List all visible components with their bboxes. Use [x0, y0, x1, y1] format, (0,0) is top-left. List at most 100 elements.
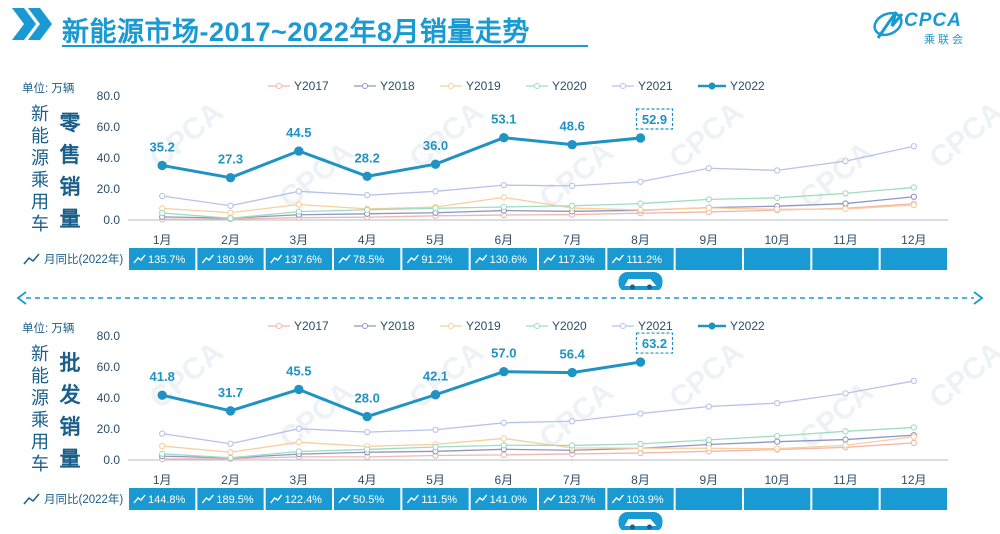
data-point-Y2022 — [294, 146, 304, 156]
x-tick-label: 3月 — [289, 473, 308, 487]
data-point-Y2019 — [227, 449, 234, 456]
logo-text: CPCA — [904, 10, 962, 31]
data-point-Y2019 — [295, 201, 302, 208]
data-point-Y2020 — [364, 206, 371, 213]
car-icon — [624, 519, 657, 526]
x-tick-label: 6月 — [494, 473, 513, 487]
data-point-Y2021 — [500, 181, 507, 189]
data-point-Y2021 — [500, 419, 507, 426]
data-point-Y2021 — [910, 377, 917, 385]
series-line-Y2022 — [161, 360, 641, 419]
data-point-Y2022 — [499, 132, 509, 143]
metric-label-char: 售 — [60, 143, 81, 167]
yoy-cell — [675, 248, 742, 270]
x-tick-label: 5月 — [426, 473, 445, 487]
yoy-cell — [402, 488, 469, 510]
data-point-Y2021 — [637, 410, 644, 417]
y-tick-label: 60.0 — [97, 360, 121, 374]
data-point-Y2022 — [499, 366, 509, 377]
data-point-Y2022 — [635, 133, 646, 143]
legend-label: Y2019 — [466, 319, 501, 333]
data-point-Y2022 — [362, 171, 372, 181]
title-underline — [62, 45, 588, 47]
watermark-text: CPCA — [793, 375, 879, 455]
side-label-char: 乘 — [31, 410, 49, 430]
data-point-Y2020 — [774, 194, 781, 201]
series-line-Y2018 — [162, 434, 914, 459]
point-label: 35.2 — [150, 139, 175, 154]
yoy-row-label: 月同比(2022年) — [44, 492, 123, 506]
data-point-Y2020 — [705, 436, 712, 443]
side-label-char: 用 — [31, 432, 49, 452]
yoy-cell — [744, 488, 811, 510]
yoy-value: 141.0% — [490, 494, 528, 506]
x-tick-label: 9月 — [699, 233, 718, 247]
legend-swatch-marker — [448, 83, 454, 89]
side-label-char: 用 — [31, 192, 49, 212]
y-tick-label: 20.0 — [97, 182, 121, 196]
y-tick-label: 80.0 — [97, 89, 121, 103]
point-label: 48.6 — [560, 119, 585, 134]
legend-swatch-marker — [534, 323, 540, 329]
point-label: 53.1 — [491, 112, 516, 127]
x-tick-label: 4月 — [358, 473, 377, 487]
legend-label: Y2020 — [552, 319, 587, 333]
x-tick-label: 10月 — [764, 473, 789, 487]
data-point-Y2021 — [569, 182, 576, 190]
yoy-value: 117.3% — [558, 254, 595, 266]
data-point-Y2020 — [910, 424, 917, 431]
yoy-cell — [470, 248, 537, 270]
x-tick-label: 12月 — [901, 473, 926, 487]
point-label: 63.2 — [642, 336, 667, 351]
data-point-Y2020 — [227, 215, 234, 222]
yoy-trend-icon — [406, 494, 419, 504]
cpca-logo-icon — [873, 11, 904, 39]
data-point-Y2020 — [295, 208, 302, 215]
side-label-char: 源 — [31, 148, 49, 168]
car-wheel — [647, 524, 652, 530]
x-tick-label: 3月 — [289, 233, 308, 247]
yoy-trend-icon — [270, 494, 283, 504]
highlight-box — [635, 108, 674, 130]
y-tick-label: 60.0 — [97, 120, 121, 134]
data-point-Y2022 — [567, 139, 577, 150]
x-tick-label: 5月 — [426, 233, 445, 247]
legend-swatch-marker — [276, 83, 282, 89]
x-tick-label: 9月 — [699, 473, 718, 487]
data-point-Y2021 — [159, 430, 166, 437]
y-tick-label: 40.0 — [97, 391, 121, 405]
yoy-cell — [675, 488, 742, 510]
x-tick-label: 6月 — [494, 233, 513, 247]
series-line-Y2021 — [162, 145, 914, 207]
data-point-Y2019 — [774, 206, 781, 213]
side-label-char: 源 — [31, 388, 49, 408]
data-point-Y2022 — [294, 384, 304, 395]
legend-swatch-marker — [708, 82, 716, 90]
yoy-cell — [265, 248, 332, 270]
yoy-cell — [812, 248, 879, 270]
data-point-Y2021 — [227, 440, 234, 447]
point-label: 42.1 — [423, 369, 448, 384]
y-tick-label: 0.0 — [103, 453, 120, 467]
yoy-cell — [539, 248, 606, 270]
y-tick-label: 20.0 — [97, 422, 121, 436]
point-label: 28.0 — [355, 391, 380, 406]
legend-label: Y2018 — [380, 79, 415, 93]
legend-swatch-marker — [708, 322, 716, 330]
yoy-trend-icon — [611, 254, 624, 264]
x-tick-label: 2月 — [221, 473, 240, 487]
data-point-Y2022 — [567, 367, 577, 378]
data-point-Y2021 — [705, 165, 712, 172]
data-point-Y2021 — [159, 192, 166, 200]
legend-swatch-marker — [620, 323, 626, 329]
yoy-cell — [197, 248, 264, 270]
yoy-trend-icon — [201, 494, 214, 504]
data-point-Y2019 — [705, 445, 712, 452]
data-point-Y2020 — [432, 443, 439, 451]
watermark-text: CPCA — [923, 95, 1000, 175]
metric-label-char: 量 — [60, 448, 81, 471]
yoy-trend-icon — [475, 494, 488, 504]
data-point-Y2019 — [910, 201, 917, 209]
car-icon — [624, 279, 657, 286]
x-tick-label: 8月 — [631, 233, 650, 247]
